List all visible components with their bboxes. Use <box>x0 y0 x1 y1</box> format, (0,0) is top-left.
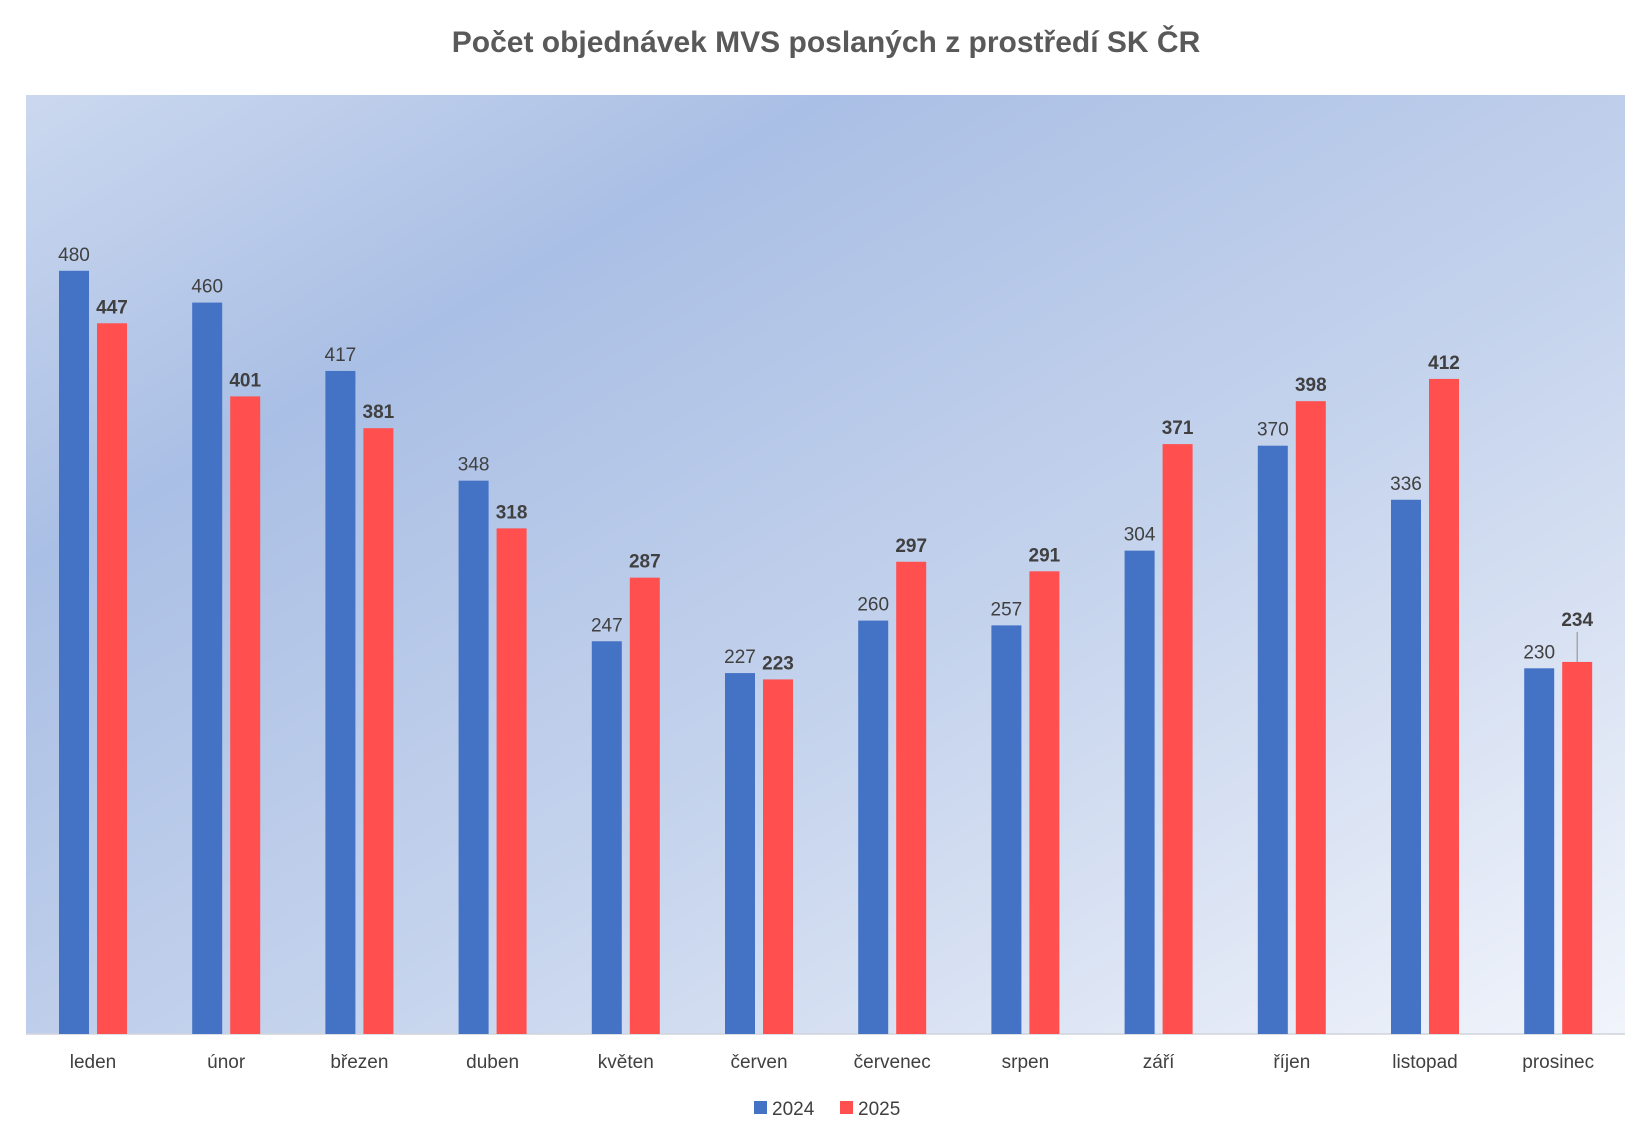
data-label-2025: 223 <box>762 653 794 674</box>
x-tick-label: květen <box>598 1052 654 1073</box>
bar-2024-září <box>1124 550 1155 1034</box>
legend-label-2025: 2025 <box>858 1099 900 1120</box>
x-tick-label: listopad <box>1392 1052 1458 1073</box>
x-tick-label: leden <box>70 1052 117 1073</box>
chart-title: Počet objednávek MVS poslaných z prostře… <box>452 25 1201 59</box>
bar-2024-červen <box>725 673 755 1034</box>
x-tick-label: únor <box>207 1052 246 1073</box>
x-tick-label: říjen <box>1273 1052 1310 1073</box>
data-label-2024: 348 <box>458 455 490 476</box>
data-label-2025: 381 <box>363 402 395 423</box>
plot-area <box>26 95 1625 1034</box>
x-tick-label: červen <box>730 1052 787 1073</box>
data-label-2025: 398 <box>1295 375 1327 396</box>
bar-2025-září <box>1162 444 1193 1034</box>
bar-2024-duben <box>458 480 489 1034</box>
data-label-2024: 260 <box>857 595 889 616</box>
bar-2024-srpen <box>991 625 1022 1034</box>
data-label-2024: 370 <box>1257 420 1289 441</box>
data-label-2024: 247 <box>591 615 623 636</box>
data-label-2024: 336 <box>1390 474 1422 495</box>
data-label-2024: 227 <box>724 647 756 668</box>
data-label-2024: 230 <box>1523 642 1555 663</box>
data-label-2025: 287 <box>629 552 661 573</box>
x-tick-label: duben <box>466 1052 519 1073</box>
data-label-2024: 257 <box>991 599 1023 620</box>
bar-2024-říjen <box>1257 445 1288 1034</box>
bar-2025-listopad <box>1429 378 1459 1034</box>
legend: 2024 2025 <box>754 1099 900 1120</box>
x-tick-label: srpen <box>1002 1052 1050 1073</box>
bar-2025-květen <box>629 577 660 1034</box>
x-tick-label: březen <box>330 1052 388 1073</box>
x-tick-label: červenec <box>854 1052 931 1073</box>
bar-2025-duben <box>496 528 527 1034</box>
data-label-2024: 304 <box>1124 525 1156 546</box>
legend-label-2024: 2024 <box>772 1099 815 1120</box>
x-tick-label: prosinec <box>1522 1052 1594 1073</box>
bar-2024-prosinec <box>1524 668 1555 1034</box>
data-label-2025: 401 <box>229 370 261 391</box>
bar-2024-únor <box>192 302 223 1035</box>
bar-2025-leden <box>97 323 127 1034</box>
bar-2024-březen <box>325 370 356 1035</box>
bar-2025-říjen <box>1295 401 1326 1034</box>
data-label-2025: 371 <box>1162 418 1194 439</box>
data-label-2024: 460 <box>191 277 223 298</box>
bar-2024-červenec <box>858 620 889 1034</box>
data-label-2025: 291 <box>1029 545 1061 566</box>
data-label-2025: 412 <box>1428 353 1460 374</box>
bar-2025-červenec <box>896 561 927 1034</box>
data-label-2025: 234 <box>1561 610 1593 631</box>
bar-2025-červen <box>763 679 793 1034</box>
data-label-2024: 417 <box>325 345 357 366</box>
bar-2024-leden <box>59 270 89 1034</box>
bar-2025-březen <box>363 428 394 1035</box>
data-label-2025: 318 <box>496 502 528 523</box>
legend-swatch-2025 <box>840 1101 853 1114</box>
data-label-2024: 480 <box>58 245 90 266</box>
data-label-2025: 447 <box>96 297 128 318</box>
bar-2025-srpen <box>1029 571 1060 1034</box>
bar-2024-listopad <box>1391 499 1421 1034</box>
x-tick-label: září <box>1143 1052 1175 1073</box>
bar-2024-květen <box>591 641 622 1034</box>
bar-2025-prosinec <box>1562 661 1593 1034</box>
bar-2025-únor <box>230 396 261 1034</box>
legend-swatch-2024 <box>754 1101 767 1114</box>
data-label-2025: 297 <box>895 536 927 557</box>
